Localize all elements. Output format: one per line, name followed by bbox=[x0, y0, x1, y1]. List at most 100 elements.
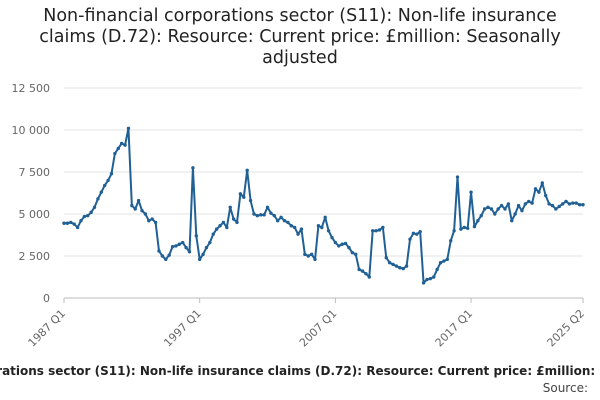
data-point[interactable] bbox=[143, 212, 148, 216]
data-point[interactable] bbox=[157, 249, 161, 253]
data-point[interactable] bbox=[113, 151, 117, 156]
data-point[interactable] bbox=[455, 175, 460, 179]
data-point[interactable] bbox=[516, 203, 521, 208]
data-point[interactable] bbox=[150, 217, 154, 221]
data-point[interactable] bbox=[377, 228, 382, 232]
data-point[interactable] bbox=[449, 239, 453, 243]
data-point[interactable] bbox=[432, 275, 436, 279]
data-point[interactable] bbox=[211, 232, 215, 236]
data-point[interactable] bbox=[255, 213, 260, 218]
data-point[interactable] bbox=[269, 211, 273, 215]
data-point[interactable] bbox=[452, 229, 456, 233]
data-point[interactable] bbox=[279, 215, 283, 220]
data-point[interactable] bbox=[245, 168, 249, 173]
data-point[interactable] bbox=[140, 208, 144, 213]
data-point[interactable] bbox=[442, 259, 446, 263]
data-point[interactable] bbox=[320, 225, 324, 230]
data-point[interactable] bbox=[265, 205, 270, 209]
data-point[interactable] bbox=[72, 222, 76, 226]
data-point[interactable] bbox=[167, 253, 171, 257]
data-point[interactable] bbox=[360, 269, 365, 273]
data-point[interactable] bbox=[238, 192, 243, 196]
data-point[interactable] bbox=[303, 252, 307, 257]
data-point[interactable] bbox=[486, 205, 490, 209]
data-point[interactable] bbox=[323, 215, 327, 220]
data-point[interactable] bbox=[235, 220, 239, 225]
data-point[interactable] bbox=[415, 232, 419, 236]
data-point[interactable] bbox=[248, 198, 253, 203]
data-point[interactable] bbox=[170, 245, 175, 249]
data-point[interactable] bbox=[289, 224, 293, 228]
data-point[interactable] bbox=[384, 255, 388, 260]
data-point[interactable] bbox=[292, 225, 297, 230]
data-point[interactable] bbox=[577, 203, 582, 207]
data-point[interactable] bbox=[533, 187, 538, 191]
data-point[interactable] bbox=[330, 235, 334, 240]
data-point[interactable] bbox=[404, 264, 409, 268]
data-point[interactable] bbox=[69, 220, 73, 225]
data-point[interactable] bbox=[282, 219, 287, 223]
data-point[interactable] bbox=[231, 217, 236, 221]
data-point[interactable] bbox=[65, 221, 70, 225]
data-point[interactable] bbox=[571, 201, 575, 205]
data-point[interactable] bbox=[201, 252, 205, 257]
data-point[interactable] bbox=[262, 213, 266, 217]
data-point[interactable] bbox=[79, 219, 83, 223]
data-point[interactable] bbox=[242, 195, 246, 199]
data-point[interactable] bbox=[418, 229, 422, 234]
data-point[interactable] bbox=[272, 213, 277, 218]
data-point[interactable] bbox=[133, 207, 137, 211]
data-point[interactable] bbox=[218, 224, 222, 228]
data-point[interactable] bbox=[370, 229, 375, 233]
data-point[interactable] bbox=[489, 207, 494, 211]
data-point[interactable] bbox=[401, 266, 405, 271]
data-point[interactable] bbox=[204, 245, 209, 250]
data-point[interactable] bbox=[387, 261, 392, 265]
data-point[interactable] bbox=[557, 204, 561, 209]
data-point[interactable] bbox=[391, 262, 395, 267]
data-point[interactable] bbox=[228, 205, 232, 209]
data-point[interactable] bbox=[306, 254, 310, 258]
data-point[interactable] bbox=[374, 229, 378, 233]
data-point[interactable] bbox=[350, 250, 355, 255]
data-point[interactable] bbox=[326, 229, 331, 233]
data-point[interactable] bbox=[482, 207, 487, 211]
data-point[interactable] bbox=[96, 197, 100, 201]
data-point[interactable] bbox=[214, 227, 219, 231]
data-point[interactable] bbox=[174, 244, 178, 248]
data-point[interactable] bbox=[550, 203, 555, 208]
data-point[interactable] bbox=[398, 266, 402, 270]
data-point[interactable] bbox=[530, 201, 534, 205]
data-point[interactable] bbox=[503, 207, 507, 211]
data-point[interactable] bbox=[564, 199, 568, 204]
data-point[interactable] bbox=[99, 190, 104, 194]
data-point[interactable] bbox=[367, 275, 371, 279]
data-point[interactable] bbox=[153, 220, 158, 225]
data-point[interactable] bbox=[537, 190, 541, 194]
data-point[interactable] bbox=[92, 205, 97, 209]
data-point[interactable] bbox=[445, 257, 450, 262]
data-point[interactable] bbox=[286, 220, 290, 225]
data-point[interactable] bbox=[462, 225, 466, 230]
data-point[interactable] bbox=[130, 203, 134, 208]
data-point[interactable] bbox=[109, 171, 114, 176]
data-point[interactable] bbox=[472, 224, 477, 229]
data-point[interactable] bbox=[510, 219, 514, 223]
data-point[interactable] bbox=[435, 267, 439, 272]
data-point[interactable] bbox=[364, 271, 368, 276]
data-point[interactable] bbox=[184, 245, 188, 250]
data-point[interactable] bbox=[554, 207, 558, 211]
data-point[interactable] bbox=[343, 241, 348, 246]
data-point[interactable] bbox=[194, 234, 198, 238]
data-point[interactable] bbox=[476, 219, 480, 223]
data-point[interactable] bbox=[421, 281, 426, 285]
data-point[interactable] bbox=[177, 242, 182, 246]
data-point[interactable] bbox=[581, 203, 585, 207]
data-point[interactable] bbox=[333, 240, 338, 245]
data-point[interactable] bbox=[252, 212, 256, 216]
data-point[interactable] bbox=[340, 242, 344, 246]
data-point[interactable] bbox=[513, 212, 517, 216]
data-point[interactable] bbox=[425, 277, 429, 282]
data-point[interactable] bbox=[75, 225, 80, 230]
data-point[interactable] bbox=[540, 181, 544, 185]
